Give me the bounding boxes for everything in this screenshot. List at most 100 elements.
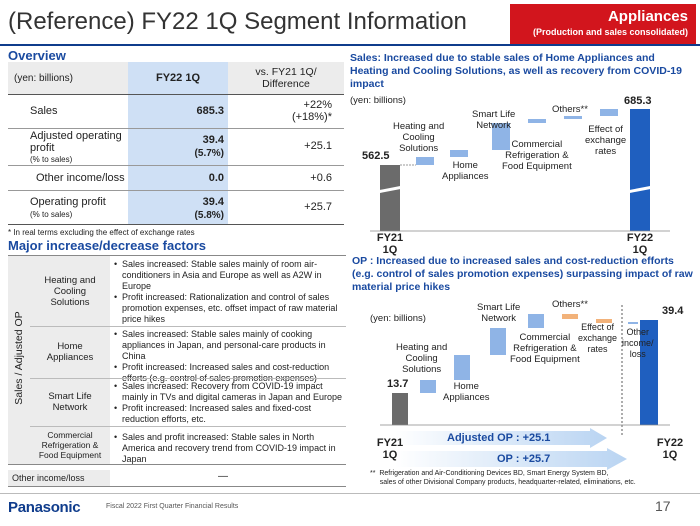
vs-header: vs. FY21 1Q/ Difference <box>228 62 344 94</box>
op-chart-note: ** Refrigeration and Air-Conditioning De… <box>370 470 636 486</box>
factor-text-sln: Sales increased: Recovery from COVID-19 … <box>114 381 342 425</box>
op-end-label: FY22 1Q <box>656 437 684 461</box>
op-step-sln <box>490 328 506 355</box>
op-step-crfe <box>528 314 544 328</box>
op-step-others <box>562 314 578 319</box>
other-income-label: Other income/loss <box>12 473 85 483</box>
op-label-sln: Smart Life Network <box>477 302 521 324</box>
axis-break <box>376 185 404 194</box>
sales-start-value: 562.5 <box>362 150 390 162</box>
badge-title: Appliances <box>607 8 688 25</box>
footer-text: Fiscal 2022 First Quarter Financial Resu… <box>106 503 239 510</box>
factor-name-hvac: Heating and Cooling Solutions <box>44 274 96 308</box>
op-end-value: 39.4 <box>662 305 684 317</box>
op-label-fx: Effect of exchange rates <box>578 322 618 354</box>
factor-bullet: Sales increased: Recovery from COVID-19 … <box>114 381 342 403</box>
row-adjop-value-sub: (5.7%) <box>194 148 224 159</box>
header-divider <box>0 44 700 46</box>
other-income-value: — <box>218 471 228 482</box>
factor-divider <box>30 378 346 379</box>
factor-bullet: Profit increased: Increased sales and fi… <box>114 403 342 425</box>
row-adjop-diff: +25.1 <box>304 140 332 152</box>
sales-start-label: FY21 1Q <box>376 232 404 256</box>
row-op-diff: +25.7 <box>304 201 332 213</box>
row-other-diff: +0.6 <box>310 172 332 184</box>
fy22-column-bg <box>128 94 228 224</box>
badge-subtitle: (Production and sales consolidated) <box>532 27 688 37</box>
sales-chart-unit: (yen: billions) <box>350 95 406 106</box>
factors-table: Sales / Adjusted OP Heating and Cooling … <box>8 255 346 487</box>
op-step-hvac <box>420 380 436 393</box>
segment-badge: Appliances (Production and sales consoli… <box>510 4 696 44</box>
adjusted-op-arrow <box>395 428 607 448</box>
factor-bullet: Sales and profit increased: Stable sales… <box>114 432 342 465</box>
row-divider <box>8 190 344 191</box>
factor-divider <box>30 426 346 427</box>
factor-name-home: Home Appliances <box>46 341 94 363</box>
op-start-label: FY21 1Q <box>376 437 404 461</box>
sales-step-hvac <box>416 157 434 165</box>
factor-text-home: Sales increased: Stable sales mainly of … <box>114 329 342 384</box>
sales-step-fx <box>600 109 618 116</box>
fy22-header: FY22 1Q <box>128 62 228 94</box>
sales-end-bar <box>630 109 650 231</box>
op-label-others: Others** <box>552 299 588 310</box>
row-op-sub: (% to sales) <box>30 210 73 219</box>
row-adjop-sub: (% to sales) <box>30 155 73 164</box>
op-arrow <box>395 448 627 470</box>
row-op-label: Operating profit <box>30 196 106 208</box>
sales-label-hvac: Heating and Cooling Solutions <box>393 121 445 154</box>
row-sales-diff: +22% (+18%)* <box>291 99 332 123</box>
page-number: 17 <box>655 498 671 514</box>
overview-heading: Overview <box>8 48 66 63</box>
sales-step-home <box>450 150 468 157</box>
sales-end-label: FY22 1Q <box>626 232 654 256</box>
row-divider <box>8 94 344 95</box>
row-divider <box>8 165 344 166</box>
op-step-other-income <box>628 322 638 324</box>
row-op-value-sub: (5.8%) <box>194 210 224 221</box>
axis-break <box>626 185 654 194</box>
row-op-value: 39.4 <box>202 196 224 208</box>
op-end-bar <box>640 320 658 425</box>
op-arrows <box>395 428 627 470</box>
op-start-bar <box>392 393 408 425</box>
op-label-home: Home Appliances <box>443 381 490 403</box>
other-row-bg <box>8 470 110 486</box>
overview-footnote: * In real terms excluding the effect of … <box>8 228 195 237</box>
op-label-hvac: Heating and Cooling Solutions <box>396 342 448 375</box>
sales-label-home: Home Appliances <box>442 160 489 182</box>
page-title: (Reference) FY22 1Q Segment Information <box>8 8 467 35</box>
sales-step-sln <box>492 123 510 150</box>
factor-bullet: Profit increased: Rationalization and co… <box>114 292 342 325</box>
op-arrow-label: OP : +25.7 <box>497 453 551 465</box>
factor-name-crfe: Commercial Refrigeration & Food Equipmen… <box>38 430 102 460</box>
sales-label-fx: Effect of exchange rates <box>585 124 627 157</box>
factor-name-sln: Smart Life Network <box>48 391 92 413</box>
adjusted-op-arrow-label: Adjusted OP : +25.1 <box>447 432 551 444</box>
factors-side-label: Sales / Adjusted OP <box>13 311 25 405</box>
factor-text-crfe: Sales and profit increased: Stable sales… <box>114 432 342 465</box>
op-chart-title: OP : Increased due to increased sales an… <box>352 255 693 293</box>
row-divider <box>8 128 344 129</box>
panasonic-logo: Panasonic <box>8 499 81 516</box>
footer-divider <box>0 493 700 494</box>
row-other-value: 0.0 <box>208 172 224 184</box>
op-step-home <box>454 355 470 380</box>
factor-divider <box>8 486 346 487</box>
sales-chart-title: Sales: Increased due to stable sales of … <box>350 52 682 90</box>
op-chart <box>380 305 670 435</box>
op-chart-unit: (yen: billions) <box>370 313 426 324</box>
row-sales-value: 685.3 <box>196 105 224 117</box>
unit-cell: (yen: billions) <box>8 62 128 94</box>
factor-divider <box>8 464 346 465</box>
op-label-other-income: Other income/ loss <box>622 327 654 359</box>
op-start-value: 13.7 <box>387 378 409 390</box>
factors-name-bg <box>30 256 110 464</box>
sales-step-crfe <box>528 119 546 123</box>
row-sales-label: Sales <box>30 105 58 117</box>
factor-bullet: Sales increased: Stable sales mainly of … <box>114 329 342 362</box>
row-divider <box>8 224 344 225</box>
sales-start-bar <box>380 165 400 231</box>
factors-side-bg <box>8 256 30 464</box>
